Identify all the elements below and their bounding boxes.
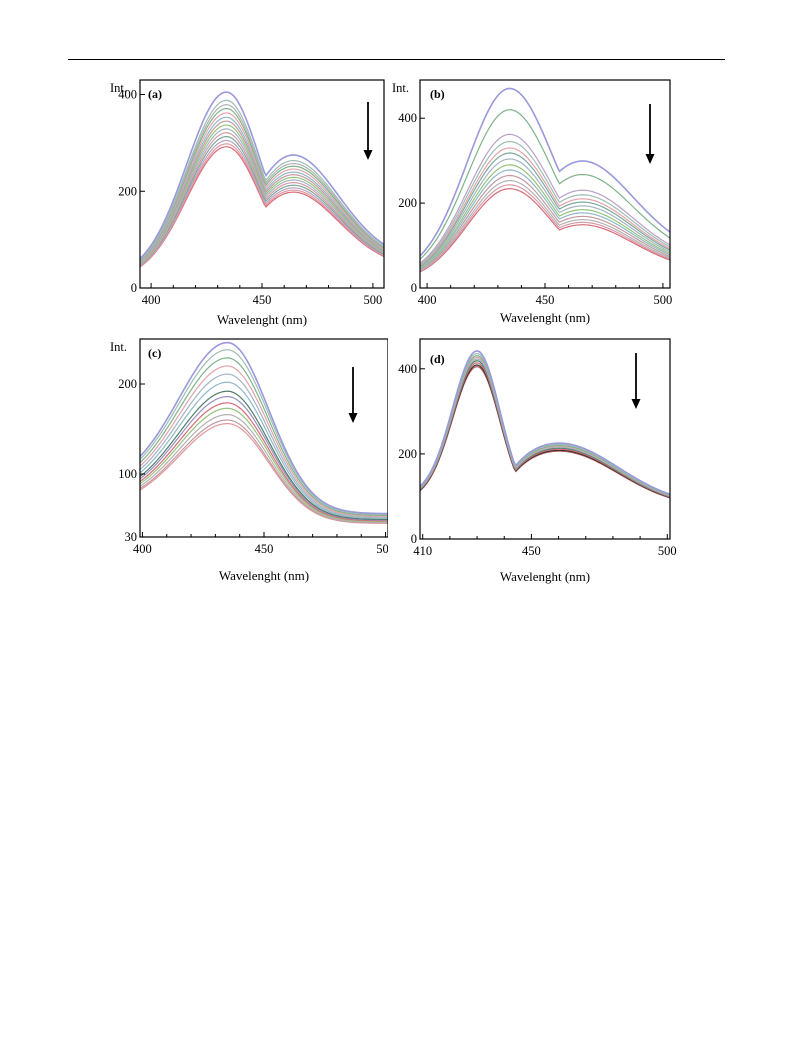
series-line-3 [420,355,670,496]
series-line-11 [140,414,388,523]
panel-label: (a) [148,87,162,101]
series-line-3 [140,104,384,261]
series-line-1 [420,350,670,495]
series-line-4 [420,356,670,497]
y-tick-label: 400 [398,111,417,125]
x-tick-label: 500 [376,542,388,556]
x-tick-label: 500 [658,544,677,558]
series-line-12 [140,419,388,524]
arrow-down-icon [645,154,655,164]
series-line-10 [420,174,670,271]
y-tick-label: 100 [118,467,137,481]
chart-panel-b: 400 450 500 0 200 400 Int. (b) Wavelenght (nm) [392,79,673,325]
y-tick-label: 0 [131,281,137,295]
x-tick-label: 400 [133,542,152,556]
series-line-9 [420,169,670,270]
x-tick-label: 400 [142,293,161,307]
series-line-12 [140,139,384,267]
series-line-9 [140,128,384,265]
plot-frame [419,79,671,289]
panel-label: (b) [430,87,445,101]
y-tick-label: 200 [398,196,417,210]
chart-panel-c: 400 450 500 30 100 200 Int. (c) Wavelenght (nm) [110,338,388,583]
x-tick-label: 400 [418,293,437,307]
series-line-8 [140,396,388,521]
arrow-down-icon [631,399,641,409]
series-line-11 [420,179,670,272]
series-line-5 [140,112,384,263]
series-line-5 [140,373,388,518]
series-line-6 [140,116,384,263]
arrow-down-icon [348,413,358,423]
series-line-2 [420,352,670,496]
series-line-13 [420,188,670,273]
series-line-8 [140,124,384,265]
series-line-1 [140,341,388,515]
y-axis-label: Int. [392,81,409,95]
series-line-7 [140,390,388,521]
x-tick-label: 450 [255,542,274,556]
series-line-4 [140,108,384,262]
series-line-3 [140,357,388,517]
chart-panel-d: 410 450 500 0 200 400 (d) Wavelenght (nm) [398,338,677,584]
y-axis-label: Int. [110,81,127,95]
panel-label: (d) [430,352,445,366]
series-line-2 [140,99,384,261]
series-group [140,91,384,268]
x-tick-label: 500 [654,293,673,307]
x-tick-label: 410 [413,544,432,558]
x-tick-label: 450 [522,544,541,558]
x-tick-label: 450 [253,293,272,307]
series-line-7 [140,120,384,264]
y-tick-label: 30 [125,530,138,544]
series-line-2 [140,349,388,516]
plot-frame [139,338,388,538]
y-tick-label: 0 [411,532,417,546]
x-tick-label: 450 [536,293,555,307]
arrow-down-icon [363,150,373,160]
series-line-1 [420,87,670,257]
series-line-4 [420,140,670,265]
series-line-9 [140,402,388,522]
series-line-2 [420,109,670,260]
y-tick-label: 0 [411,281,417,295]
series-group [140,341,388,524]
series-group [420,350,670,499]
x-tick-label: 500 [364,293,383,307]
series-line-6 [140,381,388,519]
y-tick-label: 400 [398,362,417,376]
series-line-13 [140,143,384,267]
y-tick-label: 400 [118,88,137,102]
series-line-8 [420,164,670,269]
x-axis-label: Wavelenght (nm) [500,569,590,584]
x-axis-label: Wavelenght (nm) [217,312,307,327]
x-axis-label: Wavelenght (nm) [219,568,309,583]
series-line-10 [140,132,384,266]
y-tick-label: 200 [118,377,137,391]
x-axis-label: Wavelenght (nm) [500,310,590,325]
series-line-3 [420,133,670,264]
series-line-10 [140,407,388,523]
panel-label: (c) [148,346,161,360]
series-line-7 [420,158,670,268]
series-line-5 [420,147,670,266]
series-group [420,87,670,273]
y-tick-label: 200 [118,184,137,198]
y-tick-label: 200 [398,447,417,461]
y-axis-label: Int. [110,340,127,354]
series-line-6 [420,152,670,267]
series-line-14 [140,146,384,268]
series-line-4 [140,365,388,517]
series-line-12 [420,184,670,272]
plot-frame [419,338,671,540]
page-top-rule [68,59,725,60]
series-line-11 [140,136,384,266]
series-line-1 [140,91,384,260]
